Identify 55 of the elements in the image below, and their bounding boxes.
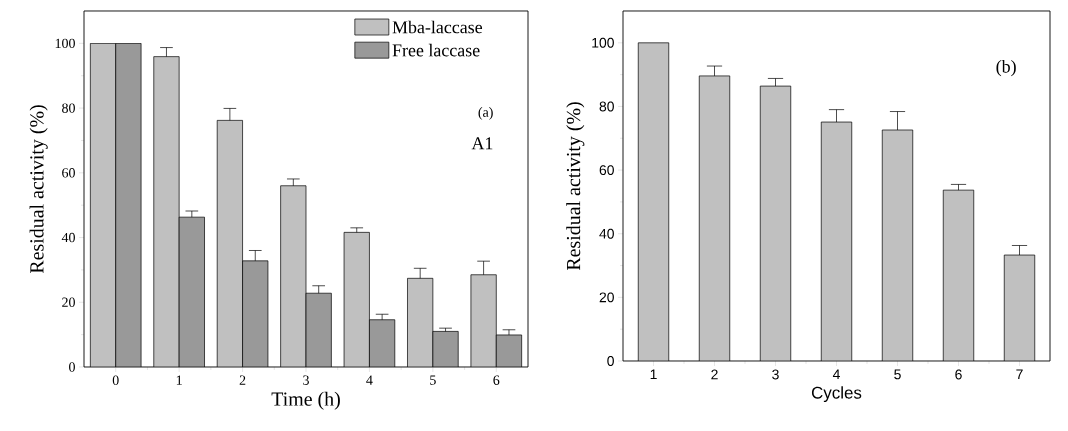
x-tick-label: 0 [112,375,119,385]
annotation: (a) [478,107,493,120]
y-tick-label: 80 [62,103,75,113]
bar [115,43,142,367]
y-tick-label: 100 [592,37,614,48]
y-tick-label: 40 [61,232,75,243]
bar [153,56,180,367]
x-tick-label: 5 [430,375,436,385]
annotation: (b) [996,60,1016,77]
bar [1003,254,1036,361]
x-tick-label: 4 [366,375,373,385]
y-tick-label: 20 [599,292,614,303]
legend-label: Free laccase [392,43,480,57]
x-tick-label: 6 [493,375,500,385]
x-tick-label: 1 [176,375,182,385]
y-tick-label: 60 [62,168,75,178]
x-tick-label: 5 [894,369,901,380]
x-tick-label: 4 [832,369,840,380]
y-tick-label: 60 [599,165,614,176]
bar [759,85,792,361]
y-tick-label: 20 [62,297,75,307]
bar [881,129,914,361]
bar [280,185,306,367]
bar [306,293,332,367]
bar [942,189,975,361]
y-tick-label: 0 [607,356,614,366]
x-tick-label: 2 [239,375,246,385]
y-tick-label: 80 [599,101,614,112]
annotation: A1 [471,137,493,150]
bar [90,43,116,367]
bar [432,331,459,367]
bar [242,260,268,367]
bar [820,121,853,361]
y-tick-label: 100 [55,38,75,49]
x-tick-label: 2 [711,369,718,380]
x-tick-label: 7 [1016,369,1023,380]
bar [369,319,395,367]
bar [179,217,205,367]
x-axis-title: Cycles [811,386,862,403]
x-tick-label: 3 [303,375,309,385]
y-tick-label: 0 [69,362,75,372]
y-axis-title: Residual activity (%) [566,102,585,271]
y-tick-label: 40 [599,228,614,239]
bar [217,120,243,367]
bar [407,278,433,367]
legend-label: Mba-laccase [392,20,483,34]
x-tick-label: 3 [772,369,779,380]
y-axis-title: Residual activity (%) [29,105,48,274]
bar [470,274,497,367]
x-tick-label: 1 [650,369,657,380]
x-axis-title: Time (h) [271,391,340,410]
bar [698,75,731,361]
bar [637,42,670,361]
x-tick-label: 6 [955,369,962,380]
bar [344,232,370,367]
